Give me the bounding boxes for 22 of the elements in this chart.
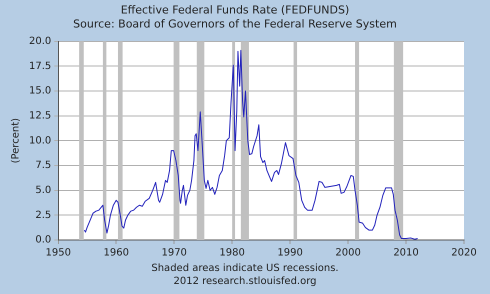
y-tick-label: 15.0 <box>29 86 52 97</box>
x-tick-label: 1950 <box>46 248 71 259</box>
y-tick-label: 2.5 <box>35 210 52 221</box>
y-tick-label: 17.5 <box>29 60 52 72</box>
x-tick-label: 2000 <box>335 248 361 259</box>
x-tick-label: 1970 <box>161 248 187 259</box>
y-tick-label: 12.5 <box>29 110 52 122</box>
y-tick-label: 5.0 <box>35 184 52 196</box>
chart-subtitle: Source: Board of Governors of the Federal Reserve System <box>73 18 397 31</box>
text: Shaded areas indicate US recessions. <box>150 262 340 275</box>
text: 2012 research.stlouisfed.org <box>172 275 318 288</box>
y-tick-label: 7.5 <box>35 160 52 172</box>
x-tick-label: 1980 <box>219 248 245 259</box>
chart-title: Effective Federal Funds Rate (FEDFUNDS) <box>120 3 350 16</box>
y-tick-label: 10.0 <box>29 135 52 146</box>
x-tick-label: 1990 <box>277 248 303 259</box>
x-tick-label: 1960 <box>104 248 129 259</box>
x-tick-label: 2010 <box>393 248 419 259</box>
y-tick-label: 0.0 <box>35 234 52 246</box>
x-tick-label: 2020 <box>451 248 477 259</box>
y-axis-title: (Percent) <box>10 118 22 164</box>
y-tick-label: 20.0 <box>29 36 52 47</box>
